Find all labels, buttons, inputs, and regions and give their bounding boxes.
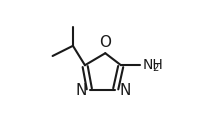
Text: N: N	[119, 83, 131, 98]
Text: NH: NH	[142, 58, 163, 72]
Text: 2: 2	[152, 63, 158, 73]
Text: O: O	[99, 35, 111, 50]
Text: N: N	[75, 83, 87, 98]
